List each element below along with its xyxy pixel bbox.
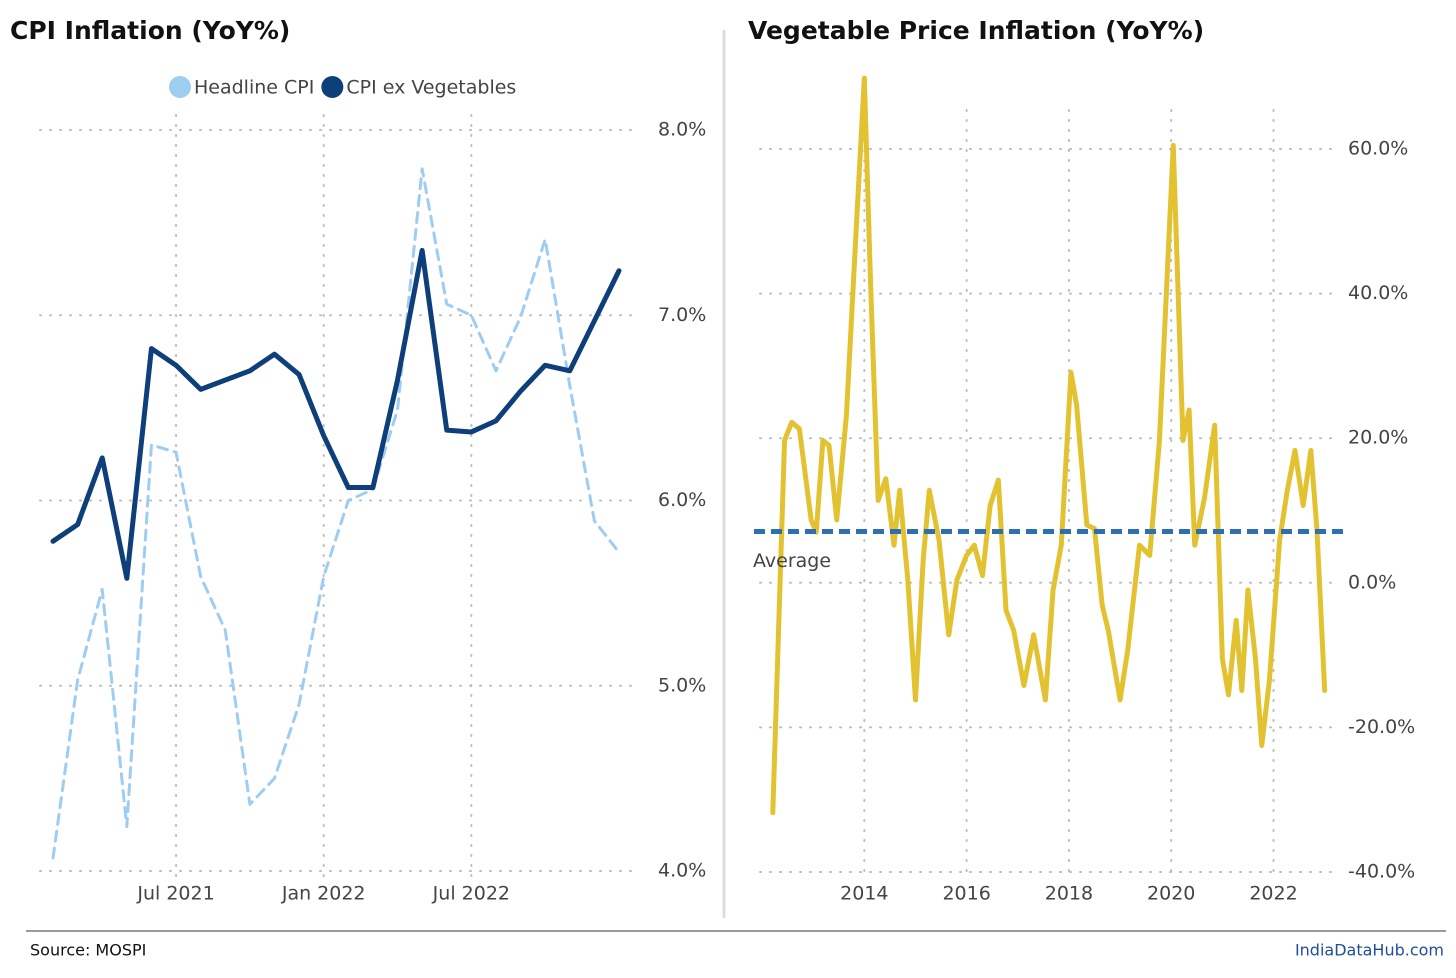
y-tick-label: -20.0% (1348, 716, 1415, 738)
brand: IndiaDataHub.com (1295, 941, 1444, 960)
legend-label: Headline CPI (194, 77, 314, 99)
y-tick-label: 7.0% (658, 304, 706, 326)
y-tick-label: 6.0% (658, 489, 706, 511)
y-tick-label: 20.0% (1348, 427, 1408, 449)
x-tick-label: 2020 (1147, 883, 1195, 905)
y-tick-label: 40.0% (1348, 282, 1408, 304)
series-line (770, 75, 1328, 816)
series-line (51, 167, 621, 860)
y-tick-label: 60.0% (1348, 138, 1408, 160)
x-tick-label: Jul 2022 (432, 883, 510, 905)
y-tick-label: -40.0% (1348, 861, 1415, 883)
x-tick-label: 2016 (942, 883, 990, 905)
y-tick-label: 4.0% (658, 860, 706, 882)
series-line (50, 247, 622, 581)
chart-title: CPI Inflation (YoY%) (10, 16, 290, 45)
source: Source: MOSPI (30, 941, 146, 960)
x-tick-label: 2022 (1249, 883, 1297, 905)
x-tick-label: 2014 (840, 883, 888, 905)
legend-label: CPI ex Vegetables (346, 77, 516, 99)
x-tick-label: Jul 2021 (136, 883, 214, 905)
chart-title: Vegetable Price Inflation (YoY%) (748, 16, 1204, 45)
x-tick-label: Jan 2022 (281, 883, 366, 905)
legend-swatch (169, 76, 191, 98)
y-tick-label: 0.0% (1348, 571, 1396, 593)
x-tick-label: 2018 (1045, 883, 1093, 905)
y-tick-label: 8.0% (658, 119, 706, 141)
average-label: Average (753, 550, 831, 572)
y-tick-label: 5.0% (658, 674, 706, 696)
legend-swatch (321, 76, 344, 98)
